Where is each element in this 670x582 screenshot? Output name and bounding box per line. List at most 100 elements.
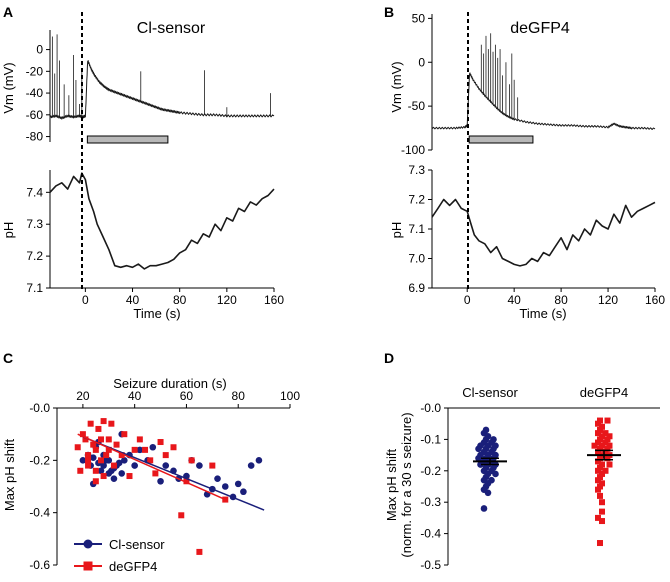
data-point-degfp4 bbox=[90, 441, 97, 448]
data-point-degfp4 bbox=[595, 486, 601, 493]
data-point-degfp4 bbox=[597, 436, 603, 443]
x-tick-label: 0 bbox=[82, 293, 89, 307]
y-tick-label: -0.2 bbox=[29, 453, 50, 467]
panel-a-xlabel: Time (s) bbox=[133, 306, 180, 321]
data-point-degfp4 bbox=[100, 473, 107, 480]
legend-marker-cl-sensor bbox=[83, 539, 93, 549]
data-point-cl-sensor bbox=[118, 470, 126, 477]
y-tick-label: -60 bbox=[26, 108, 44, 122]
data-point-degfp4 bbox=[595, 448, 601, 455]
data-point-cl-sensor bbox=[492, 470, 499, 478]
x-tick-label: 80 bbox=[554, 293, 568, 307]
data-point-degfp4 bbox=[597, 540, 603, 547]
vm-trace bbox=[49, 60, 275, 120]
data-point-degfp4 bbox=[597, 464, 603, 471]
data-point-cl-sensor bbox=[115, 459, 123, 467]
y-tick-label: -0.1 bbox=[420, 432, 441, 446]
data-point-degfp4 bbox=[152, 470, 159, 477]
y-tick-label: 7.4 bbox=[26, 185, 43, 199]
x-tick-label: 0 bbox=[464, 293, 471, 307]
data-point-degfp4 bbox=[595, 430, 601, 437]
data-point-degfp4 bbox=[92, 467, 99, 474]
data-point-degfp4 bbox=[77, 467, 84, 474]
y-tick-label: -0.3 bbox=[420, 495, 441, 509]
data-point-degfp4 bbox=[595, 420, 601, 427]
legend-marker-degfp4 bbox=[83, 561, 93, 571]
x-tick-label: 160 bbox=[645, 293, 665, 307]
data-point-degfp4 bbox=[92, 478, 99, 485]
chart-b-vm: 50 0 -50 -100 bbox=[401, 11, 656, 157]
data-point-cl-sensor bbox=[121, 457, 128, 464]
panel-a: A Cl-sensor 0 -20 -40 -60 -80 Vm (mV) 7.1 7.2… bbox=[1, 4, 284, 321]
data-point-degfp4 bbox=[599, 461, 605, 468]
y-tick-label: -100 bbox=[401, 143, 425, 157]
data-point-degfp4 bbox=[606, 461, 613, 468]
data-point-degfp4 bbox=[98, 457, 105, 464]
legend-item-cl-sensor: Cl-sensor bbox=[74, 537, 165, 552]
data-point-degfp4 bbox=[85, 462, 92, 469]
panel-label-d: D bbox=[384, 350, 394, 366]
data-point-degfp4 bbox=[604, 445, 611, 452]
data-point-cl-sensor bbox=[100, 462, 107, 469]
y-tick-label: 0 bbox=[418, 55, 425, 69]
data-point-degfp4 bbox=[597, 426, 603, 433]
data-point-degfp4 bbox=[183, 478, 190, 485]
data-point-cl-sensor bbox=[247, 462, 255, 469]
data-point-degfp4 bbox=[599, 423, 605, 430]
data-point-degfp4 bbox=[602, 467, 609, 474]
stimulation-bar bbox=[468, 135, 534, 144]
chart-b-ph: 6.9 7.0 7.1 7.2 7.3 0 40 80 120 160 bbox=[408, 163, 665, 307]
y-tick-label: -0.4 bbox=[29, 506, 50, 520]
data-point-degfp4 bbox=[108, 420, 115, 427]
chart-a-vm: 0 -20 -40 -60 -80 bbox=[26, 30, 275, 144]
y-tick-label: -40 bbox=[26, 86, 44, 100]
data-point-degfp4 bbox=[597, 492, 603, 499]
data-point-cl-sensor bbox=[477, 461, 484, 468]
panel-d-ylabel-line1: Max pH shift bbox=[384, 448, 399, 521]
data-point-degfp4 bbox=[604, 436, 611, 443]
data-point-cl-sensor bbox=[102, 457, 110, 464]
data-point-cl-sensor bbox=[89, 454, 97, 462]
y-tick-label: 7.2 bbox=[408, 193, 425, 207]
data-point-cl-sensor bbox=[221, 483, 229, 490]
y-tick-label: -0.0 bbox=[420, 401, 441, 415]
chart-c: -0.0 -0.2 -0.4 -0.6 20 40 60 80 100 bbox=[29, 389, 300, 572]
y-tick-label: -0.5 bbox=[420, 558, 441, 572]
panel-d: D Cl-sensor deGFP4 Max pH shift (norm. f… bbox=[384, 350, 660, 572]
panel-label-a: A bbox=[3, 4, 13, 20]
panel-d-category-degfp4: deGFP4 bbox=[580, 385, 628, 400]
y-tick-label: 6.9 bbox=[408, 281, 425, 295]
data-point-cl-sensor bbox=[234, 480, 242, 488]
y-tick-label: 7.1 bbox=[408, 222, 425, 236]
data-point-cl-sensor bbox=[79, 457, 87, 464]
data-point-degfp4 bbox=[131, 446, 138, 453]
data-point-degfp4 bbox=[595, 467, 601, 474]
data-point-degfp4 bbox=[597, 474, 603, 481]
x-tick-label: 160 bbox=[264, 293, 284, 307]
ph-trace bbox=[431, 198, 656, 267]
data-point-degfp4 bbox=[599, 518, 605, 525]
data-point-degfp4 bbox=[170, 444, 177, 451]
data-point-degfp4 bbox=[74, 444, 81, 451]
panel-c-legend: Cl-sensor deGFP4 bbox=[74, 537, 165, 574]
chart-a-ph: 7.1 7.2 7.3 7.4 0 40 80 120 160 bbox=[26, 170, 284, 307]
data-point-degfp4 bbox=[595, 439, 601, 446]
data-point-degfp4 bbox=[142, 446, 149, 453]
data-point-degfp4 bbox=[591, 442, 598, 449]
y-tick-label: -0.6 bbox=[29, 558, 50, 572]
data-point-degfp4 bbox=[599, 480, 605, 487]
data-point-degfp4 bbox=[597, 455, 603, 462]
data-point-degfp4 bbox=[604, 417, 611, 424]
data-point-degfp4 bbox=[95, 425, 102, 432]
data-point-degfp4 bbox=[157, 439, 164, 446]
y-tick-label: 7.3 bbox=[408, 163, 425, 177]
data-point-degfp4 bbox=[85, 452, 92, 459]
y-tick-label: 7.0 bbox=[408, 252, 425, 266]
data-point-degfp4 bbox=[82, 436, 89, 443]
data-point-degfp4 bbox=[602, 448, 609, 455]
data-point-degfp4 bbox=[599, 499, 605, 506]
panel-label-c: C bbox=[3, 350, 13, 366]
data-point-cl-sensor bbox=[196, 462, 203, 469]
x-tick-label: 40 bbox=[507, 293, 521, 307]
x-tick-label: 120 bbox=[217, 293, 237, 307]
